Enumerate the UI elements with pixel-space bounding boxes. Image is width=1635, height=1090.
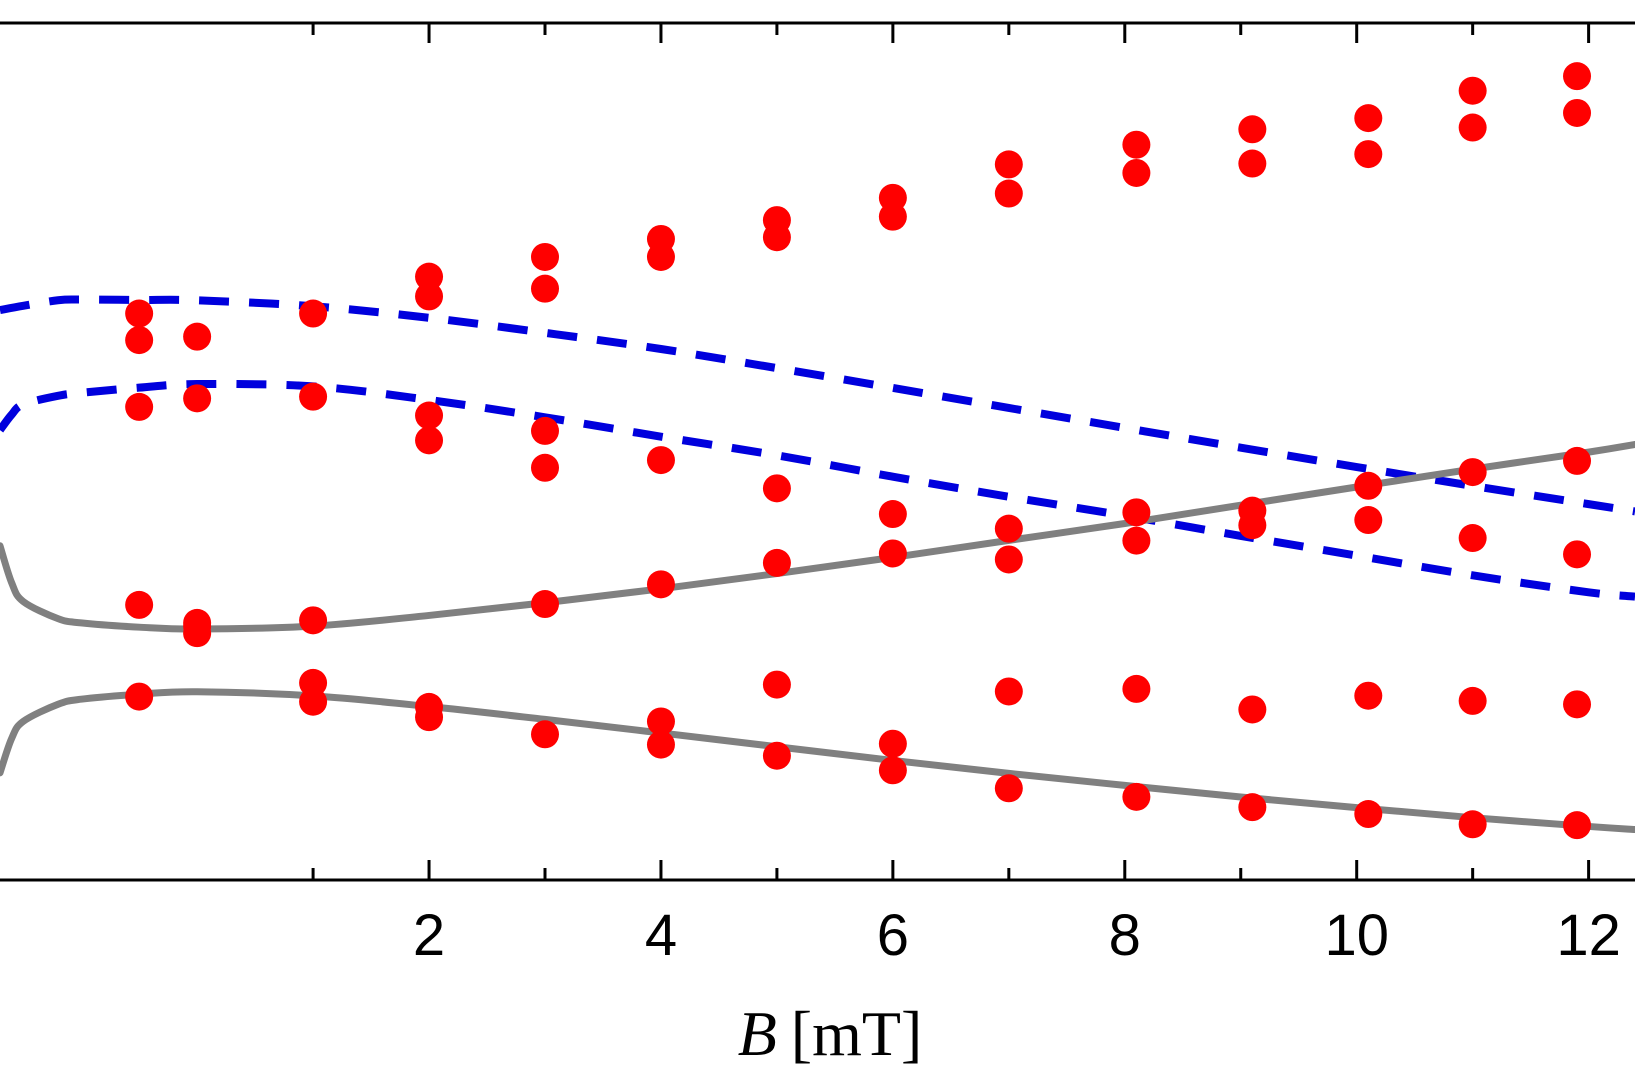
data-point [646,242,675,271]
data-point [125,326,154,355]
data-point [878,756,907,785]
data-point [878,500,907,529]
x-ticks [311,23,1591,880]
data-point [1122,782,1151,811]
data-point [415,282,444,311]
x-tick-labels: 2 4 6 8 10 12 [413,903,1621,968]
data-point [299,299,328,328]
data-point [646,730,675,759]
data-point [125,392,154,421]
data-point [1563,446,1592,475]
data-point [1458,810,1487,839]
data-point [1238,115,1267,144]
data-point [299,606,328,635]
curve-dashed-upper [0,295,1635,516]
data-point [1458,524,1487,553]
data-point [1458,113,1487,142]
data-point [1122,130,1151,159]
data-point [878,729,907,758]
data-point [183,322,212,351]
data-point [1458,458,1487,487]
data-point [762,548,791,577]
data-point [531,590,559,619]
data-point [1563,98,1592,127]
data-point [531,453,559,482]
data-point [1354,506,1383,535]
data-point [1354,681,1383,710]
data-point [125,299,154,328]
data-point [415,262,444,291]
data-point [125,590,154,619]
curve-solid-lower [0,688,1635,834]
data-point [1238,511,1267,540]
data-point [1238,695,1267,724]
data-point [762,670,791,699]
data-point [531,416,559,445]
curves [0,295,1635,834]
data-point [1122,498,1151,527]
data-point [1563,811,1592,840]
data-point [1563,62,1592,91]
data-point [531,274,559,303]
data-point [531,242,559,271]
data-point [415,426,444,455]
data-point [762,474,791,503]
data-point [994,179,1023,208]
data-point [646,570,675,599]
data-point [1354,800,1383,829]
data-point [1458,76,1487,105]
curve-dashed-lower [0,379,1635,601]
x-axis-unit: [mT] [791,998,923,1069]
data-point [1238,149,1267,178]
data-point [1354,471,1383,500]
data-point [762,223,791,252]
data-point [1122,674,1151,703]
x-tick-label: 8 [1109,903,1141,968]
data-point [1238,793,1267,822]
plot-frame [0,21,1635,882]
data-point [1354,104,1383,133]
data-point [994,514,1023,543]
x-axis-variable: B [738,998,777,1069]
data-point [994,677,1023,706]
data-point [415,692,444,721]
data-point [878,202,907,231]
x-tick-label: 10 [1324,903,1389,968]
data-point [299,687,328,716]
data-point [994,150,1023,179]
data-point [183,384,212,413]
data-point [531,720,559,749]
x-tick-label: 6 [877,903,909,968]
data-point [415,401,444,430]
data-point [762,741,791,770]
data-point [1122,526,1151,555]
x-tick-label: 2 [413,903,445,968]
data-point [1458,686,1487,715]
data-point [125,682,154,711]
data-point [1563,540,1592,569]
x-tick-label: 12 [1556,903,1621,968]
data-point [878,539,907,568]
data-point [1354,140,1383,169]
data-point [646,707,675,736]
x-tick-label: 4 [645,903,677,968]
data-point [1122,158,1151,187]
data-point [994,774,1023,803]
data-point [646,446,675,475]
data-point [299,382,328,411]
x-axis-title: B [mT] [738,998,923,1069]
data-point [1563,690,1592,719]
data-point [183,619,212,648]
data-points [125,62,1592,840]
data-point [994,545,1023,574]
